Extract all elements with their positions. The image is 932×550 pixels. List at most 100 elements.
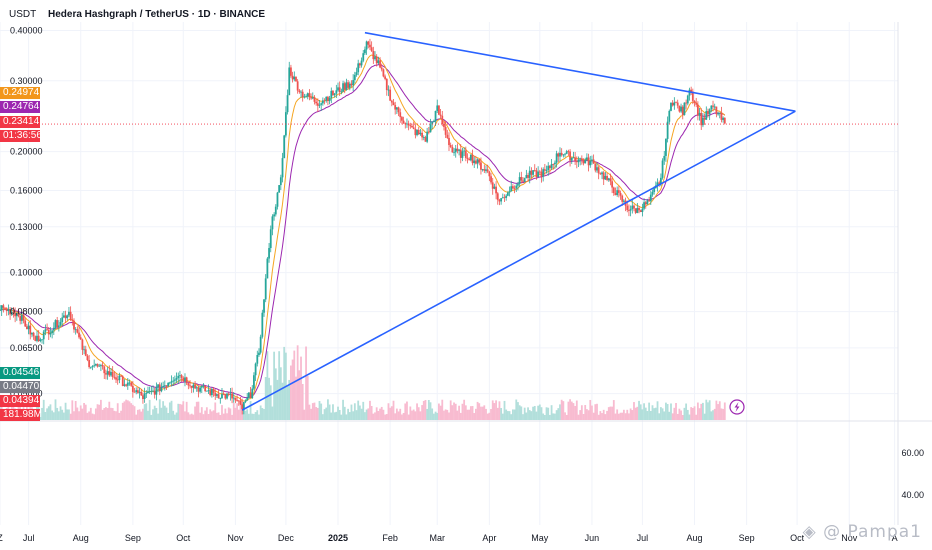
candle-body xyxy=(73,320,75,330)
volume-bar xyxy=(207,413,210,420)
candle-body xyxy=(446,134,449,138)
volume-bar xyxy=(192,414,195,420)
volume-bar xyxy=(274,368,277,420)
volume-bar xyxy=(182,401,185,420)
volume-bar xyxy=(197,401,200,420)
candle-body xyxy=(395,107,398,110)
candle-body xyxy=(101,364,104,367)
candle-body xyxy=(369,44,371,48)
candle-body xyxy=(530,170,533,175)
volume-bar xyxy=(700,403,703,420)
volume-bar xyxy=(432,413,435,420)
volume-bar xyxy=(670,403,672,420)
volume-bar xyxy=(634,407,637,420)
candle-body xyxy=(480,162,482,170)
volume-bar xyxy=(283,346,286,420)
candle-body xyxy=(148,391,151,393)
candle-body xyxy=(414,129,417,136)
volume-bar xyxy=(236,403,239,420)
volume-bar xyxy=(69,413,72,420)
symbol-title[interactable]: Hedera Hashgraph / TetherUS · 1D · BINAN… xyxy=(48,9,266,20)
candle-body xyxy=(221,393,223,399)
candle-body xyxy=(37,335,40,342)
candle-body xyxy=(695,102,698,105)
candle-body xyxy=(296,81,299,91)
volume-bar xyxy=(585,409,588,420)
volume-bar xyxy=(555,410,558,420)
volume-bar xyxy=(380,406,383,420)
volume-bar xyxy=(168,402,171,420)
volume-bar xyxy=(148,399,151,420)
candle-body xyxy=(364,49,366,54)
candle-body xyxy=(542,169,545,177)
candle-body xyxy=(439,114,442,116)
oscillator-tick-label: 60.00 xyxy=(901,448,924,458)
candle-body xyxy=(140,391,143,396)
volume-bar xyxy=(680,410,682,420)
volume-bar xyxy=(83,402,85,420)
volume-bar xyxy=(258,414,260,420)
candle-body xyxy=(247,392,250,398)
volume-bar xyxy=(399,408,402,420)
volume-bar xyxy=(644,407,647,420)
candle-body xyxy=(720,112,723,120)
volume-bar xyxy=(131,404,134,420)
candle-body xyxy=(332,90,334,96)
volume-bar xyxy=(407,414,410,420)
volume-bar xyxy=(142,408,144,420)
volume-bar xyxy=(121,402,124,420)
volume-bar xyxy=(210,411,213,420)
x-tick-label: Aug xyxy=(73,533,89,543)
volume-bar xyxy=(246,409,249,420)
volume-bar xyxy=(582,414,585,420)
candle-body xyxy=(619,192,622,196)
candle-body xyxy=(496,193,499,200)
volume-bar xyxy=(214,402,217,420)
candle-body xyxy=(426,131,429,142)
candle-body xyxy=(303,96,306,98)
candle-body xyxy=(441,115,444,124)
volume-bar xyxy=(152,409,154,420)
candle-body xyxy=(708,109,711,115)
volume-bar xyxy=(367,408,370,420)
volume-bar xyxy=(49,404,52,420)
candle-body xyxy=(591,159,593,161)
volume-bar xyxy=(237,409,240,420)
volume-bar xyxy=(426,408,429,420)
volume-bar xyxy=(538,404,541,420)
candle-body xyxy=(170,381,173,383)
volume-bar xyxy=(500,408,503,420)
candle-body xyxy=(570,157,573,161)
x-tick-label: Sep xyxy=(739,533,755,543)
candle-body xyxy=(520,177,523,181)
volume-bar xyxy=(569,399,571,420)
candle-body xyxy=(173,379,176,381)
candle-body xyxy=(723,117,726,124)
volume-bar xyxy=(155,408,158,420)
candle-body xyxy=(367,41,370,45)
volume-bar xyxy=(513,409,516,420)
volume-bar xyxy=(316,407,319,420)
x-tick-label: Nov xyxy=(841,533,858,543)
candle-body xyxy=(622,200,625,202)
candle-body xyxy=(353,74,356,81)
volume-bar xyxy=(480,406,482,420)
volume-bar xyxy=(362,401,365,420)
volume-bar xyxy=(675,403,677,420)
volume-bar xyxy=(202,414,205,420)
candle-body xyxy=(501,197,504,199)
volume-bar xyxy=(401,414,403,420)
candle-body xyxy=(290,67,292,76)
candle-body xyxy=(88,360,91,368)
candle-body xyxy=(242,402,245,410)
volume-bar xyxy=(518,405,521,420)
volume-bar xyxy=(414,411,417,420)
volume-bar xyxy=(158,399,161,420)
volume-bar xyxy=(247,413,250,420)
y-tick-label: 0.06500 xyxy=(10,343,43,353)
candle-body xyxy=(266,258,269,279)
candle-body xyxy=(145,393,148,394)
candle-body xyxy=(204,385,207,392)
volume-bar xyxy=(562,401,565,420)
